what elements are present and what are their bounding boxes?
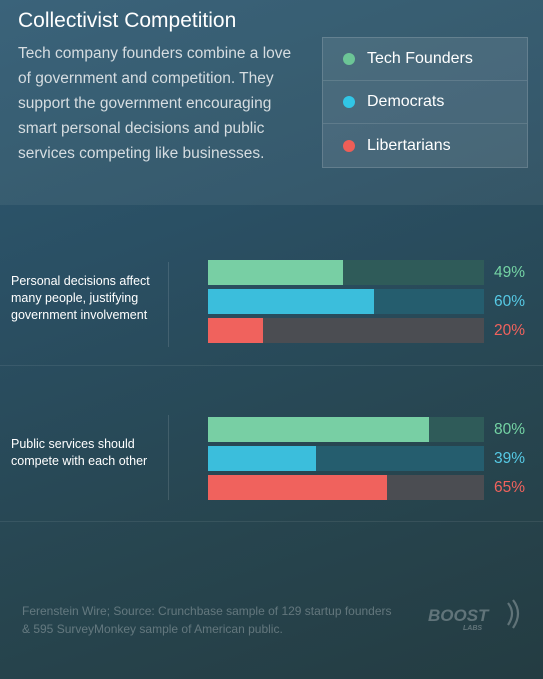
logo-text: BOOST bbox=[428, 606, 490, 625]
logo-subtext: LABS bbox=[463, 625, 482, 632]
category-label: Public services should compete with each… bbox=[11, 437, 148, 468]
bar-democrats bbox=[208, 446, 316, 471]
legend-dot-icon bbox=[343, 96, 355, 108]
data-label: 39% bbox=[494, 450, 526, 467]
legend-label: Libertarians bbox=[367, 136, 451, 154]
legend-dot-icon bbox=[343, 139, 355, 152]
data-label: 80% bbox=[494, 421, 526, 438]
boost-labs-logo: BOOST LABS bbox=[428, 599, 520, 632]
bar-track-tech-founders bbox=[208, 417, 484, 442]
data-label: 20% bbox=[494, 322, 526, 339]
bar-libertarians bbox=[208, 318, 264, 343]
legend-label: Democrats bbox=[367, 93, 445, 110]
header-panel: Collectivist Competition Tech company fo… bbox=[0, 0, 543, 205]
bar-track-democrats bbox=[208, 446, 484, 471]
bar-track-tech-founders bbox=[208, 260, 484, 285]
bar-track-libertarians bbox=[208, 318, 484, 343]
bar-track-democrats bbox=[208, 289, 484, 314]
category-label: Personal decisions affect many people, j… bbox=[11, 274, 150, 322]
legend-item-democrats: Democrats bbox=[323, 81, 527, 124]
chart-legend: Tech Founders Democrats Libertarians bbox=[322, 37, 528, 168]
bar-track-libertarians bbox=[208, 475, 484, 500]
bar-democrats bbox=[208, 289, 374, 314]
legend-dot-icon bbox=[343, 53, 355, 65]
bar-tech-founders bbox=[208, 417, 429, 442]
legend-item-tech-founders: Tech Founders bbox=[323, 38, 527, 81]
group-divider bbox=[168, 262, 169, 347]
group-divider bbox=[168, 415, 169, 500]
data-label: 49% bbox=[494, 264, 526, 281]
bar-libertarians bbox=[208, 475, 388, 500]
page-subtitle: Tech company founders combine a love of … bbox=[18, 45, 292, 162]
bar-tech-founders bbox=[208, 260, 344, 285]
page-title: Collectivist Competition bbox=[18, 9, 237, 32]
data-label: 60% bbox=[494, 293, 526, 310]
data-label: 65% bbox=[494, 479, 526, 496]
source-note: Ferenstein Wire; Source: Crunchbase samp… bbox=[22, 604, 392, 636]
legend-label: Tech Founders bbox=[367, 50, 473, 67]
legend-item-libertarians: Libertarians bbox=[323, 124, 527, 167]
section-rule bbox=[0, 521, 543, 522]
section-rule bbox=[0, 365, 543, 366]
